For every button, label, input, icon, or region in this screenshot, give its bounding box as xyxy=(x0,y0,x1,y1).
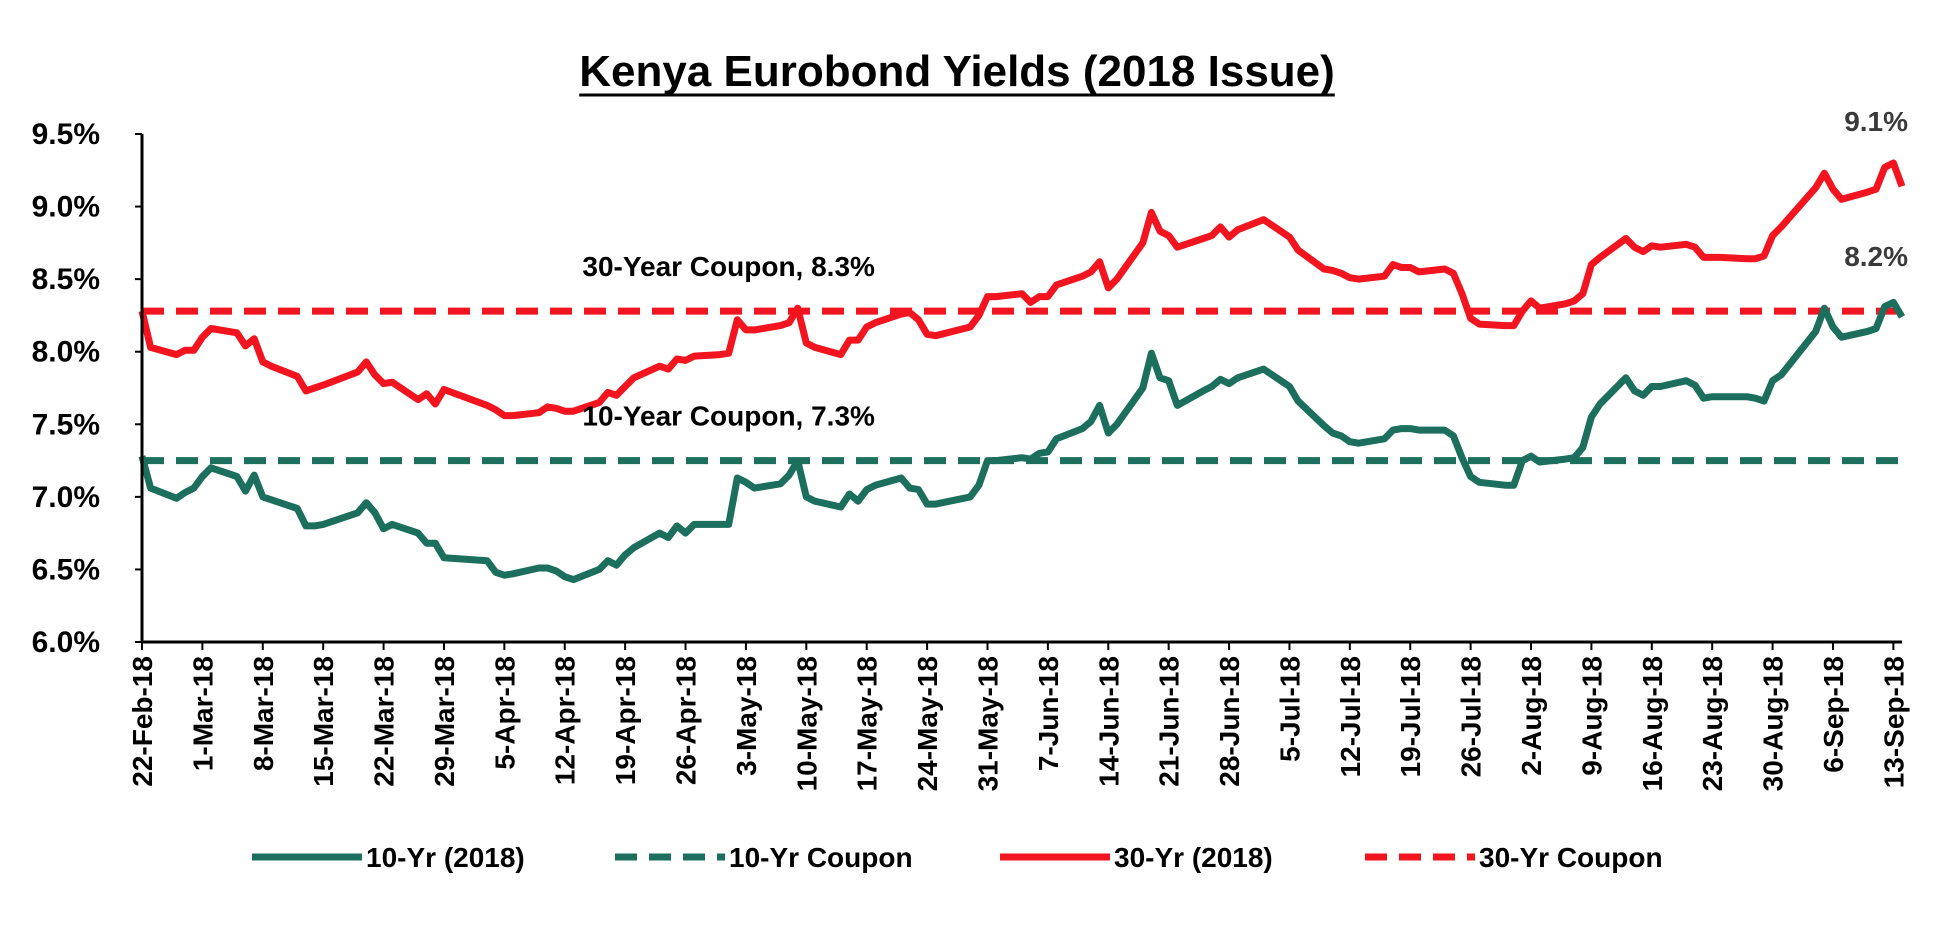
x-tick-label: 14-Jun-18 xyxy=(1093,656,1124,787)
legend-label: 30-Yr (2018) xyxy=(1114,842,1273,873)
y-tick-label: 7.0% xyxy=(32,481,100,514)
y-tick-label: 9.5% xyxy=(32,118,100,151)
y-tick-label: 6.0% xyxy=(32,626,100,659)
axes-layer xyxy=(140,134,1902,644)
x-tick-label: 5-Jul-18 xyxy=(1274,656,1305,762)
coupon-annotation: 10-Year Coupon, 7.3% xyxy=(582,401,875,432)
annotation-layer: 30-Year Coupon, 8.3% 10-Year Coupon, 7.3%… xyxy=(582,106,1908,432)
series-layer xyxy=(138,159,1906,584)
x-tick-label: 19-Apr-18 xyxy=(610,656,641,785)
x-tick-label: 3-May-18 xyxy=(731,656,762,776)
y-axis-ticks: 6.0% 6.5% 7.0% 7.5% 8.0% 8.5% 9.0% 9.5% xyxy=(32,118,142,659)
legend: 10-Yr (2018) 10-Yr Coupon 30-Yr (2018) 30-Y… xyxy=(252,842,1663,873)
x-tick-label: 10-May-18 xyxy=(791,656,822,791)
x-tick-label: 22-Feb-18 xyxy=(127,656,158,787)
y-tick-label: 7.5% xyxy=(32,408,100,441)
x-tick-label: 22-Mar-18 xyxy=(369,656,400,787)
legend-label: 10-Yr (2018) xyxy=(366,842,525,873)
x-tick-label: 24-May-18 xyxy=(912,656,943,791)
x-tick-label: 26-Apr-18 xyxy=(671,656,702,785)
x-tick-label: 13-Sep-18 xyxy=(1878,656,1909,788)
x-tick-label: 12-Apr-18 xyxy=(550,656,581,785)
x-tick-label: 19-Jul-18 xyxy=(1395,656,1426,777)
x-tick-label: 30-Aug-18 xyxy=(1758,656,1789,791)
x-tick-label: 17-May-18 xyxy=(852,656,883,791)
x-tick-label: 2-Aug-18 xyxy=(1516,656,1547,776)
x-tick-label: 31-May-18 xyxy=(972,656,1003,791)
x-tick-label: 28-Jun-18 xyxy=(1214,656,1245,787)
x-tick-label: 12-Jul-18 xyxy=(1335,656,1366,777)
x-tick-label: 16-Aug-18 xyxy=(1637,656,1668,791)
x-tick-label: 21-Jun-18 xyxy=(1154,656,1185,787)
x-tick-label: 9-Aug-18 xyxy=(1576,656,1607,776)
x-axis-ticks: 22-Feb-18 1-Mar-18 8-Mar-18 15-Mar-18 22-Mar… xyxy=(127,642,1909,791)
x-tick-label: 29-Mar-18 xyxy=(429,656,460,787)
x-tick-label: 1-Mar-18 xyxy=(187,656,218,771)
end-value-label: 9.1% xyxy=(1844,106,1908,137)
legend-label: 10-Yr Coupon xyxy=(729,842,913,873)
y-tick-label: 9.0% xyxy=(32,191,100,224)
coupon-annotation: 30-Year Coupon, 8.3% xyxy=(582,251,875,282)
x-tick-label: 6-Sep-18 xyxy=(1818,656,1849,773)
x-tick-label: 7-Jun-18 xyxy=(1033,656,1064,771)
x-tick-label: 26-Jul-18 xyxy=(1456,656,1487,777)
y-tick-label: 8.5% xyxy=(32,263,100,296)
end-value-label: 8.2% xyxy=(1844,241,1908,272)
x-tick-label: 5-Apr-18 xyxy=(489,656,520,770)
x-tick-label: 8-Mar-18 xyxy=(248,656,279,771)
y-tick-label: 6.5% xyxy=(32,553,100,586)
legend-label: 30-Yr Coupon xyxy=(1479,842,1663,873)
chart-title: Kenya Eurobond Yields (2018 Issue) xyxy=(579,47,1335,96)
series-line-10-yr-2018 xyxy=(138,298,1906,584)
series-line-30-yr-2018 xyxy=(138,159,1906,420)
x-tick-label: 15-Mar-18 xyxy=(308,656,339,787)
chart-title-group: Kenya Eurobond Yields (2018 Issue) xyxy=(579,47,1335,97)
y-tick-label: 8.0% xyxy=(32,336,100,369)
x-tick-label: 23-Aug-18 xyxy=(1697,656,1728,791)
